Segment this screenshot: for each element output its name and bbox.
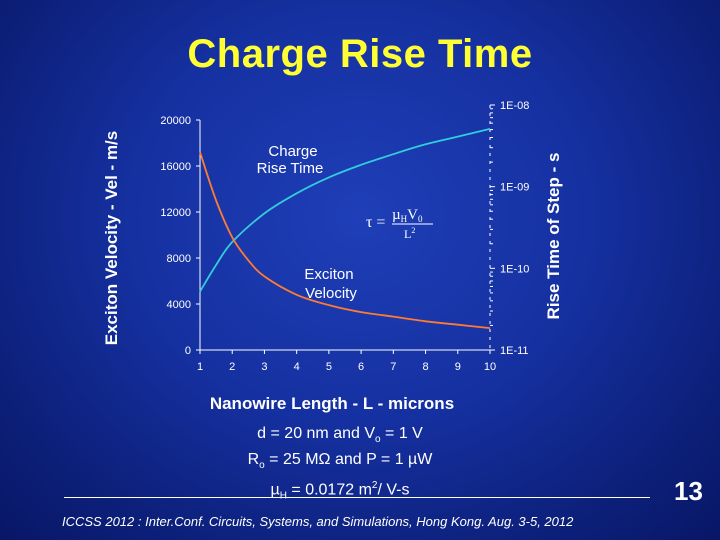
charge-label-line1: Charge <box>268 143 317 160</box>
x-tick-label: 2 <box>229 361 235 373</box>
param-line-1: d = 20 nm and Vo = 1 V <box>257 425 423 446</box>
x-tick-label: 3 <box>261 361 267 373</box>
param-line-3: µH = 0.0172 m2/ V-s <box>270 480 410 502</box>
x-tick-label: 10 <box>484 361 496 373</box>
parameter-block: d = 20 nm and Vo = 1 V Ro = 25 MΩ and P … <box>200 424 480 507</box>
right-tick-label: 1E-10 <box>500 263 529 275</box>
left-tick-label: 4000 <box>167 299 191 311</box>
right-tick-group: 1E-11 1E-10 1E-09 1E-08 <box>490 100 529 357</box>
left-tick-label: 16000 <box>160 161 191 173</box>
exciton-velocity-line <box>199 151 491 329</box>
charge-rise-time-line <box>199 128 491 292</box>
left-tick-label: 8000 <box>167 253 191 265</box>
rise-time-formula: τ = µHV0 L2 <box>366 207 433 241</box>
x-tick-label: 1 <box>197 361 203 373</box>
x-tick-group: 1 2 3 4 5 6 7 8 9 10 <box>197 350 496 373</box>
formula-denominator: L2 <box>404 226 415 241</box>
formula-numerator: µHV0 <box>392 207 423 224</box>
right-tick-label: 1E-11 <box>500 345 529 357</box>
left-tick-group: 0 4000 8000 12000 16000 20000 <box>160 115 200 357</box>
y-axis-left-label: Exciton Velocity - Vel - m/s <box>102 131 121 345</box>
x-tick-label: 8 <box>422 361 428 373</box>
left-tick-label: 0 <box>185 345 191 357</box>
right-tick-label: 1E-08 <box>500 100 529 112</box>
exciton-label-line1: Exciton <box>304 266 353 283</box>
x-tick-label: 5 <box>326 361 332 373</box>
footer-citation: ICCSS 2012 : Inter.Conf. Circuits, Syste… <box>62 514 574 529</box>
x-tick-label: 4 <box>294 361 300 373</box>
footer-divider <box>64 497 650 498</box>
charge-label-line2: Rise Time <box>257 160 324 177</box>
page-number: 13 <box>674 476 703 506</box>
right-tick-label: 1E-09 <box>500 182 529 194</box>
param-line-2: Ro = 25 MΩ and P = 1 µW <box>247 451 433 472</box>
rise-time-chart: 0 4000 8000 12000 16000 20000 1E-11 1E-10 1E-09… <box>102 100 563 413</box>
x-axis-label: Nanowire Length - L - microns <box>210 394 454 413</box>
left-tick-label: 20000 <box>160 115 191 127</box>
exciton-label-line2: Velocity <box>305 285 357 302</box>
x-tick-label: 7 <box>390 361 396 373</box>
left-tick-label: 12000 <box>160 207 191 219</box>
y-axis-right-label: Rise Time of Step - s <box>544 153 563 320</box>
x-tick-label: 9 <box>455 361 461 373</box>
x-tick-label: 6 <box>358 361 364 373</box>
formula-lhs: τ = <box>366 214 385 231</box>
slide-title: Charge Rise Time <box>187 32 533 76</box>
